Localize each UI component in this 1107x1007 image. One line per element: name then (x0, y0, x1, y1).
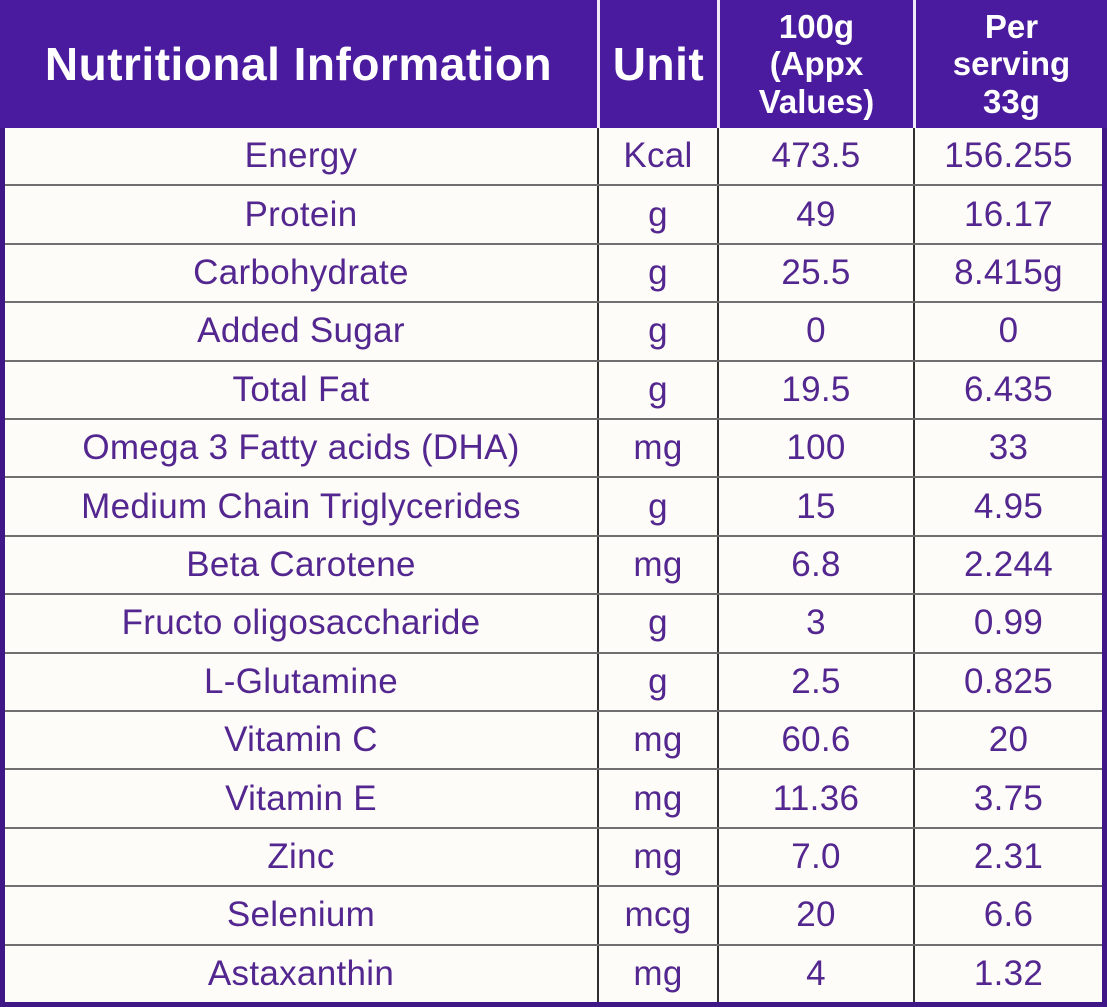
nutrient-unit: mg (597, 828, 717, 886)
value-per-100g: 19.5 (717, 361, 913, 419)
nutrient-name: Added Sugar (197, 311, 405, 351)
nutrient-name: Protein (244, 194, 358, 234)
nutrient-name: Fructo oligosaccharide (121, 603, 481, 643)
nutrient-unit: mg (597, 420, 717, 477)
value-per-serving: 0.99 (913, 595, 1102, 652)
table-row: Protein g 49 16.17 (5, 184, 1102, 243)
value-per-serving: 0.825 (913, 653, 1102, 711)
column-header-per-serving: Per serving 33g (913, 0, 1107, 128)
table-row: Beta Carotene mg 6.8 2.244 (5, 534, 1102, 594)
nutrient-unit: g (597, 244, 717, 302)
table-header-row: Nutritional Information Unit 100g (Appx … (0, 0, 1107, 128)
value-per-100g: 2.5 (717, 653, 913, 711)
nutrient-name: Vitamin E (225, 778, 377, 818)
value-per-serving: 2.31 (913, 828, 1102, 886)
value-per-100g: 100 (717, 420, 913, 477)
table-row: Medium Chain Triglycerides g 15 4.95 (5, 476, 1102, 535)
table-body: Energy Kcal 473.5 156.255 Protein g 49 1… (0, 128, 1107, 1007)
nutrient-name: L-Glutamine (204, 661, 398, 701)
value-per-serving: 6.435 (913, 361, 1102, 419)
nutrient-unit: Kcal (597, 128, 717, 185)
nutrient-name: Energy (244, 136, 358, 176)
column-header-per-100g: 100g (Appx Values) (717, 0, 913, 128)
value-per-serving: 0 (913, 303, 1102, 360)
nutrient-name: Total Fat (232, 369, 370, 409)
table-row: Energy Kcal 473.5 156.255 (5, 128, 1102, 185)
nutrient-unit: g (597, 478, 717, 535)
nutrient-unit: mcg (597, 887, 717, 944)
value-per-100g: 3 (717, 595, 913, 652)
value-per-100g: 20 (717, 887, 913, 944)
value-per-serving: 2.244 (913, 536, 1102, 594)
nutrient-unit: g (597, 303, 717, 360)
nutrient-name: Beta Carotene (186, 545, 416, 585)
column-header-nutritional-information: Nutritional Information (44, 38, 553, 90)
nutrient-unit: g (597, 186, 717, 243)
table-row: Fructo oligosaccharide g 3 0.99 (5, 593, 1102, 652)
nutrient-unit: mg (597, 712, 717, 769)
column-header-unit: Unit (597, 0, 717, 128)
nutrient-unit: g (597, 361, 717, 419)
table-row: Added Sugar g 0 0 (5, 301, 1102, 360)
value-per-100g: 25.5 (717, 244, 913, 302)
nutrient-name: Medium Chain Triglycerides (81, 486, 521, 526)
nutrient-name: Vitamin C (224, 720, 378, 760)
table-row: Vitamin E mg 11.36 3.75 (5, 768, 1102, 827)
table-row: Total Fat g 19.5 6.435 (5, 359, 1102, 419)
table-row: Selenium mcg 20 6.6 (5, 885, 1102, 944)
value-per-100g: 7.0 (717, 828, 913, 886)
value-per-100g: 4 (717, 945, 913, 1003)
nutrient-unit: mg (597, 770, 717, 827)
value-per-serving: 4.95 (913, 478, 1102, 535)
value-per-serving: 16.17 (913, 186, 1102, 243)
table-row: Zinc mg 7.0 2.31 (5, 826, 1102, 886)
value-per-serving: 20 (913, 712, 1102, 769)
value-per-100g: 60.6 (717, 712, 913, 769)
value-per-serving: 8.415g (913, 244, 1102, 302)
value-per-serving: 6.6 (913, 887, 1102, 944)
value-per-100g: 15 (717, 478, 913, 535)
table-row: Astaxanthin mg 4 1.32 (5, 943, 1102, 1003)
value-per-serving: 1.32 (913, 945, 1102, 1003)
value-per-100g: 49 (717, 186, 913, 243)
value-per-100g: 0 (717, 303, 913, 360)
nutrient-unit: mg (597, 945, 717, 1003)
nutrient-unit: mg (597, 536, 717, 594)
nutrient-name: Selenium (226, 895, 376, 935)
table-row: Omega 3 Fatty acids (DHA) mg 100 33 (5, 418, 1102, 477)
value-per-serving: 3.75 (913, 770, 1102, 827)
nutrient-name: Omega 3 Fatty acids (DHA) (82, 428, 520, 468)
table-row: L-Glutamine g 2.5 0.825 (5, 651, 1102, 711)
table-row: Carbohydrate g 25.5 8.415g (5, 242, 1102, 302)
value-per-serving: 156.255 (913, 128, 1102, 185)
value-per-100g: 473.5 (717, 128, 913, 185)
value-per-100g: 6.8 (717, 536, 913, 594)
nutrient-unit: g (597, 595, 717, 652)
nutrient-unit: g (597, 653, 717, 711)
nutrient-name: Carbohydrate (193, 253, 409, 293)
table-row: Vitamin C mg 60.6 20 (5, 710, 1102, 769)
nutrient-name: Zinc (267, 837, 335, 877)
nutrient-name: Astaxanthin (207, 953, 395, 993)
value-per-serving: 33 (913, 420, 1102, 477)
value-per-100g: 11.36 (717, 770, 913, 827)
